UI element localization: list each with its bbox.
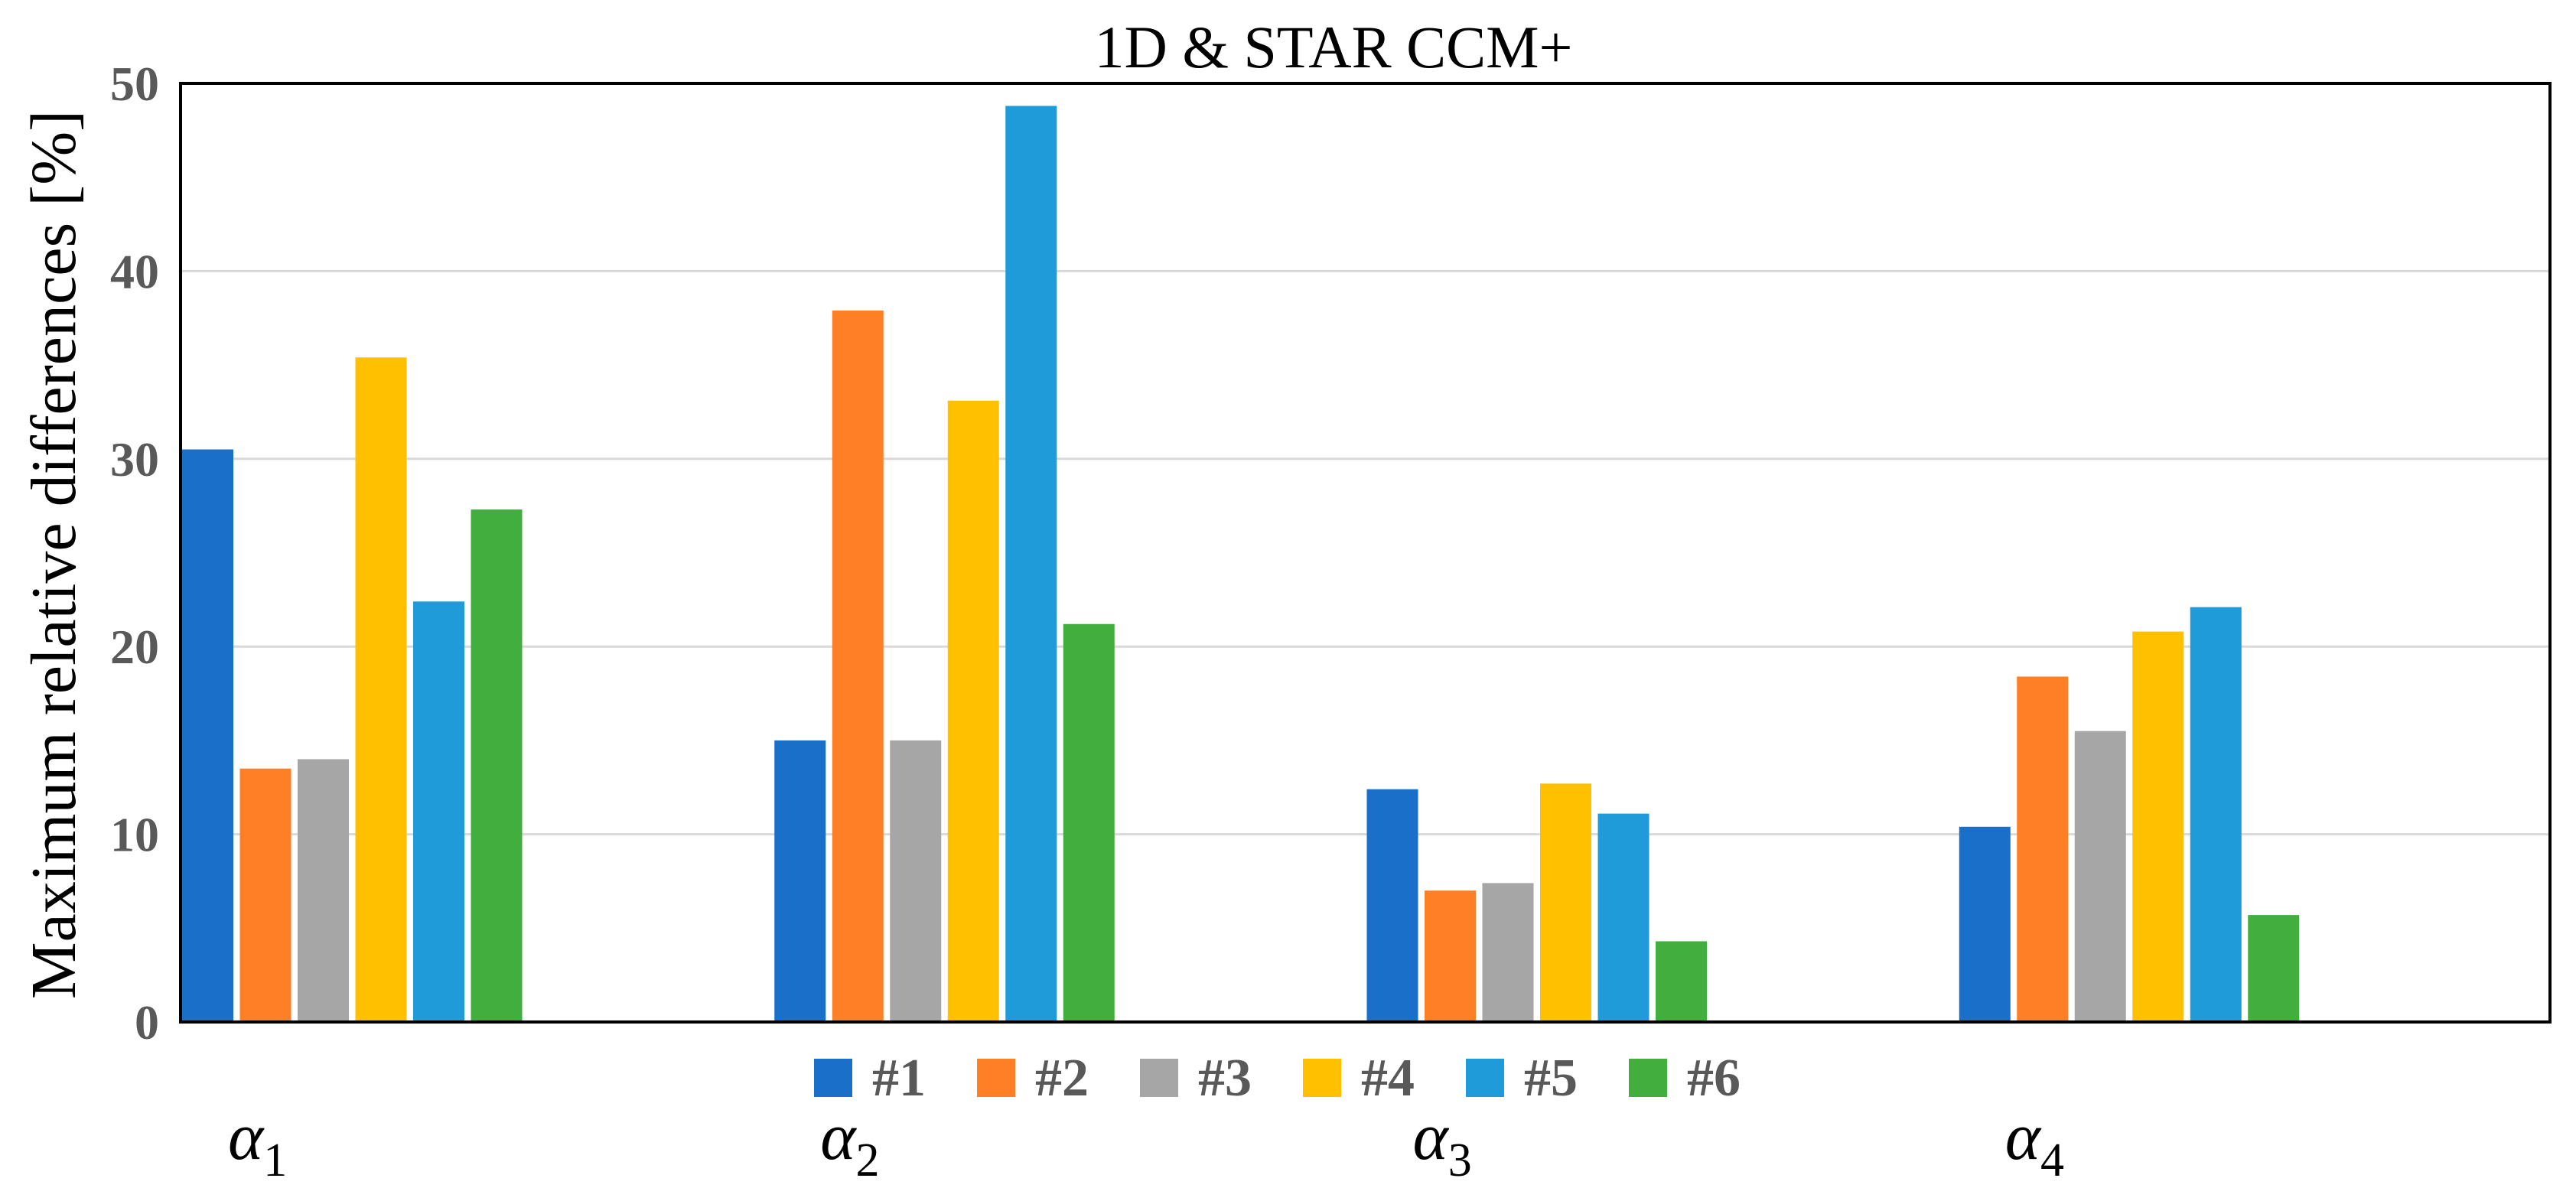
plot-border	[179, 82, 2552, 1024]
x-category-label: α1	[228, 1100, 287, 1186]
x-category-label: α4	[2005, 1100, 2064, 1186]
y-tick-label: 0	[135, 995, 159, 1050]
bar-series-3-cat-2	[890, 740, 942, 1022]
bar-series-1-cat-4	[1959, 826, 2011, 1022]
chart-title: 1D & STAR CCM+	[1094, 14, 1572, 80]
y-tick-label: 50	[110, 57, 159, 111]
legend-label: #3	[1198, 1049, 1252, 1108]
x-category-label: α2	[820, 1100, 879, 1186]
bar-series-4-cat-1	[355, 357, 407, 1022]
legend-label: #5	[1524, 1049, 1578, 1108]
category-symbol: α	[820, 1100, 857, 1174]
bar-series-6-cat-2	[1063, 623, 1115, 1022]
legend-swatch	[977, 1059, 1015, 1097]
bar-series-4-cat-4	[2132, 631, 2184, 1022]
bar-series-1-cat-3	[1366, 789, 1418, 1022]
bar-series-6-cat-3	[1656, 941, 1707, 1022]
y-tick-label: 10	[110, 808, 159, 862]
legend-swatch	[1466, 1059, 1504, 1097]
y-tick-label: 40	[110, 244, 159, 298]
category-symbol: α	[2005, 1100, 2042, 1174]
legend-item: #3	[1140, 1049, 1252, 1108]
bar-series-5-cat-1	[413, 601, 464, 1022]
category-symbol: α	[228, 1100, 265, 1174]
category-symbol: α	[1413, 1100, 1450, 1174]
x-axis-category-labels: α1 α2 α3 α4	[228, 1100, 2064, 1186]
legend-label: #6	[1687, 1049, 1741, 1108]
bar-series-6-cat-4	[2248, 915, 2300, 1022]
legend-item: #6	[1629, 1049, 1741, 1108]
y-axis-label: Maximum relative differences [%]	[18, 110, 90, 999]
bar-series-3-cat-4	[2074, 731, 2126, 1022]
bar-series-1-cat-1	[182, 449, 233, 1022]
legend-item: #5	[1466, 1049, 1578, 1108]
legend-swatch	[1303, 1059, 1341, 1097]
bar-series-5-cat-2	[1005, 106, 1057, 1022]
legend-swatch	[1629, 1059, 1667, 1097]
legend-swatch	[1140, 1059, 1178, 1097]
bar-series-5-cat-3	[1597, 813, 1649, 1022]
category-subscript: 1	[263, 1134, 287, 1186]
x-category-label: α3	[1413, 1100, 1472, 1186]
legend-swatch	[814, 1059, 852, 1097]
bars	[182, 106, 2300, 1023]
category-subscript: 2	[856, 1134, 880, 1186]
bar-series-3-cat-1	[298, 759, 349, 1022]
bar-series-5-cat-4	[2190, 607, 2242, 1022]
plot-area: 0 10 20 30 40 50	[110, 57, 2552, 1050]
bar-series-2-cat-4	[2017, 676, 2069, 1022]
legend-label: #2	[1035, 1049, 1089, 1108]
legend-item: #4	[1303, 1049, 1415, 1108]
bar-series-2-cat-3	[1425, 890, 1476, 1022]
legend-item: #2	[977, 1049, 1089, 1108]
y-tick-label: 30	[110, 432, 159, 487]
bar-series-2-cat-2	[832, 310, 884, 1023]
bar-series-2-cat-1	[239, 768, 291, 1022]
legend-label: #4	[1361, 1049, 1415, 1108]
y-tick-label: 20	[110, 620, 159, 674]
category-subscript: 3	[1448, 1134, 1472, 1186]
bar-series-6-cat-1	[471, 509, 523, 1022]
legend-label: #1	[872, 1049, 926, 1108]
bar-series-4-cat-3	[1540, 783, 1591, 1022]
legend-item: #1	[814, 1049, 926, 1108]
bar-series-1-cat-2	[774, 740, 826, 1022]
category-subscript: 4	[2040, 1134, 2064, 1186]
bar-series-4-cat-2	[947, 400, 999, 1022]
legend: #1 #2 #3 #4 #5 #6	[814, 1049, 1741, 1108]
bar-series-3-cat-3	[1482, 883, 1534, 1022]
